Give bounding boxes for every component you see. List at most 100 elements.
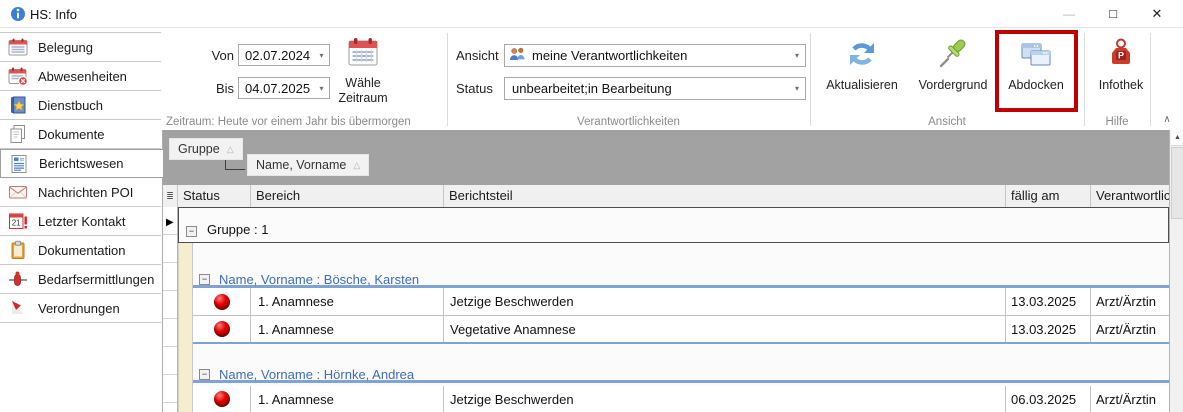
scrollbar-thumb[interactable] bbox=[1171, 147, 1183, 219]
sort-ascending-icon: △ bbox=[226, 143, 234, 154]
ansicht-value: meine Verantwortlichkeiten bbox=[532, 48, 688, 63]
sidebar-item-abwesenheiten[interactable]: Abwesenheiten bbox=[0, 62, 161, 91]
calendar-icon bbox=[8, 37, 30, 57]
status-combobox[interactable]: unbearbeitet;in Bearbeitung ▾ bbox=[504, 77, 806, 100]
sidebar-item-berichtswesen[interactable]: Berichtswesen bbox=[0, 149, 163, 178]
column-header-row: ≣ Status Bereich Berichtsteil fällig am … bbox=[163, 185, 1169, 207]
sidebar-item-bedarfsermittlungen[interactable]: Bedarfsermittlungen bbox=[0, 265, 161, 294]
vertical-scrollbar[interactable]: ▲ bbox=[1169, 130, 1183, 412]
vordergrund-button[interactable]: Vordergrund bbox=[910, 34, 996, 112]
waehle-zeitraum-button[interactable]: Wähle Zeitraum bbox=[330, 36, 396, 106]
sidebar-item-dokumente[interactable]: Dokumente bbox=[0, 120, 161, 149]
status-label: Status bbox=[456, 81, 493, 96]
sidebar-item-label: Dienstbuch bbox=[38, 97, 104, 113]
column-header-berichtsteil[interactable]: Berichtsteil bbox=[444, 185, 1006, 207]
sidebar-item-label: Verordnungen bbox=[38, 300, 120, 316]
abdocken-label: Abdocken bbox=[1008, 78, 1064, 92]
calendar-absent-icon bbox=[8, 66, 30, 86]
group-chip-name-vorname[interactable]: Name, Vorname △ bbox=[247, 154, 370, 176]
subgroup-header-boesche[interactable]: − Name, Vorname : Bösche, Karsten bbox=[193, 270, 1169, 288]
sidebar-item-label: Nachrichten POI bbox=[38, 184, 134, 200]
chevron-down-icon[interactable]: ▾ bbox=[794, 84, 799, 93]
von-date-field[interactable]: ▾ bbox=[238, 44, 330, 66]
column-header-status[interactable]: Status bbox=[178, 185, 251, 207]
book-star-icon bbox=[8, 95, 30, 115]
table-row[interactable]: 1. Anamnese Jetzige Beschwerden 13.03.20… bbox=[193, 288, 1169, 316]
ansicht-combobox[interactable]: meine Verantwortlichkeiten ▾ bbox=[504, 44, 806, 67]
chevron-down-icon[interactable]: ▾ bbox=[794, 51, 799, 60]
windows-cascade-icon bbox=[1018, 36, 1054, 72]
chevron-down-icon[interactable]: ▾ bbox=[319, 50, 324, 60]
status-red-icon bbox=[213, 391, 230, 407]
status-red-icon bbox=[213, 293, 230, 310]
ansicht-label: Ansicht bbox=[456, 48, 499, 63]
faellig-am-cell: 13.03.2025 bbox=[1006, 288, 1091, 315]
sidebar-item-verordnungen[interactable]: Verordnungen bbox=[0, 294, 161, 323]
sidebar-item-letzter-kontakt[interactable]: 21 Letzter Kontakt bbox=[0, 207, 161, 236]
sidebar-item-label: Abwesenheiten bbox=[38, 68, 127, 84]
sidebar-item-label: Dokumente bbox=[38, 126, 105, 142]
subgroup-header-label: Name, Vorname : Hörnke, Andrea bbox=[219, 367, 415, 382]
collapse-icon[interactable]: − bbox=[199, 369, 210, 380]
berichtsteil-cell: Jetzige Beschwerden bbox=[444, 386, 1006, 412]
sidebar-item-nachrichten-poi[interactable]: Nachrichten POI bbox=[0, 178, 161, 207]
sidebar-item-dokumentation[interactable]: Dokumentation bbox=[0, 236, 161, 265]
group-chip-gruppe[interactable]: Gruppe △ bbox=[169, 138, 243, 160]
status-red-icon bbox=[213, 321, 230, 337]
faellig-am-cell: 06.03.2025 bbox=[1006, 386, 1091, 412]
column-header-verantwortlich[interactable]: Verantwortlich bbox=[1096, 188, 1169, 203]
berichtsteil-cell: Jetzige Beschwerden bbox=[444, 288, 1006, 315]
collapse-icon[interactable]: − bbox=[186, 226, 197, 237]
calendar-alert-icon: 21 bbox=[8, 211, 30, 231]
bis-date-input[interactable] bbox=[239, 80, 314, 96]
row-indicator-column bbox=[163, 207, 178, 412]
maximize-button[interactable]: □ bbox=[1109, 6, 1117, 21]
group-chip-connector bbox=[225, 160, 245, 170]
von-date-input[interactable] bbox=[239, 47, 314, 63]
table-row[interactable]: 1. Anamnese Jetzige Beschwerden 06.03.20… bbox=[193, 386, 1169, 412]
aktualisieren-button[interactable]: Aktualisieren bbox=[814, 34, 910, 112]
sidebar-item-label: Dokumentation bbox=[38, 242, 126, 258]
row-selector-corner-icon[interactable]: ≣ bbox=[163, 185, 178, 207]
status-cell bbox=[193, 316, 251, 342]
group-chip-label: Name, Vorname bbox=[256, 158, 347, 172]
group-row-gruppe-1[interactable]: − Gruppe : 1 bbox=[178, 207, 1169, 243]
flag-icon bbox=[8, 298, 30, 318]
people-icon bbox=[509, 47, 527, 65]
sidebar-item-dienstbuch[interactable]: Dienstbuch bbox=[0, 91, 161, 120]
bereich-cell: 1. Anamnese bbox=[251, 386, 444, 412]
subgroup-header-hoernke[interactable]: − Name, Vorname : Hörnke, Andrea bbox=[193, 365, 1169, 383]
berichtsteil-cell: Vegetative Anamnese bbox=[444, 316, 1006, 342]
infothek-button[interactable]: P Infothek bbox=[1090, 34, 1152, 112]
vordergrund-label: Vordergrund bbox=[918, 78, 988, 92]
collapse-icon[interactable]: − bbox=[199, 274, 210, 285]
ribbon-toolbar: Von ▾ Bis ▾ Wähle Zeitraum Zeitraum: Heu… bbox=[162, 28, 1183, 130]
chevron-down-icon[interactable]: ▾ bbox=[319, 83, 324, 93]
table-row[interactable]: 1. Anamnese Vegetative Anamnese 13.03.20… bbox=[193, 316, 1169, 344]
infothek-label: Infothek bbox=[1098, 78, 1144, 92]
status-value: unbearbeitet;in Bearbeitung bbox=[512, 81, 672, 96]
pushpin-icon bbox=[935, 36, 971, 72]
window-title: HS: Info bbox=[30, 7, 77, 22]
aktualisieren-label: Aktualisieren bbox=[826, 78, 898, 92]
sidebar-item-label: Bedarfsermittlungen bbox=[38, 271, 155, 287]
scroll-up-icon[interactable]: ▲ bbox=[1171, 130, 1183, 146]
minimize-button[interactable]: — bbox=[1063, 6, 1075, 21]
sidebar: Belegung Abwesenheiten Dienstbuch Dokume… bbox=[0, 28, 163, 412]
column-header-faellig-am[interactable]: fällig am bbox=[1006, 185, 1091, 207]
ribbon-collapse-button[interactable]: ∧ bbox=[1163, 114, 1171, 125]
group-by-bar: Gruppe △ Name, Vorname △ bbox=[163, 130, 1169, 185]
sidebar-item-belegung[interactable]: Belegung bbox=[0, 33, 161, 62]
verantwortlichkeiten-group-caption: Verantwortlichkeiten bbox=[577, 116, 680, 128]
verantwortlich-cell: Arzt/Ärztin bbox=[1096, 391, 1156, 407]
bis-date-field[interactable]: ▾ bbox=[238, 77, 330, 99]
close-button[interactable]: ✕ bbox=[1151, 5, 1163, 21]
sort-ascending-icon: △ bbox=[353, 159, 361, 170]
abdocken-button[interactable]: Abdocken bbox=[998, 34, 1074, 112]
column-header-bereich[interactable]: Bereich bbox=[251, 185, 444, 207]
grid-body: ▶ − Gruppe : 1 − Name, Vorname : Bösche,… bbox=[163, 207, 1169, 412]
report-icon bbox=[9, 154, 31, 174]
valve-icon bbox=[8, 269, 30, 289]
sidebar-item-label: Letzter Kontakt bbox=[38, 213, 126, 229]
